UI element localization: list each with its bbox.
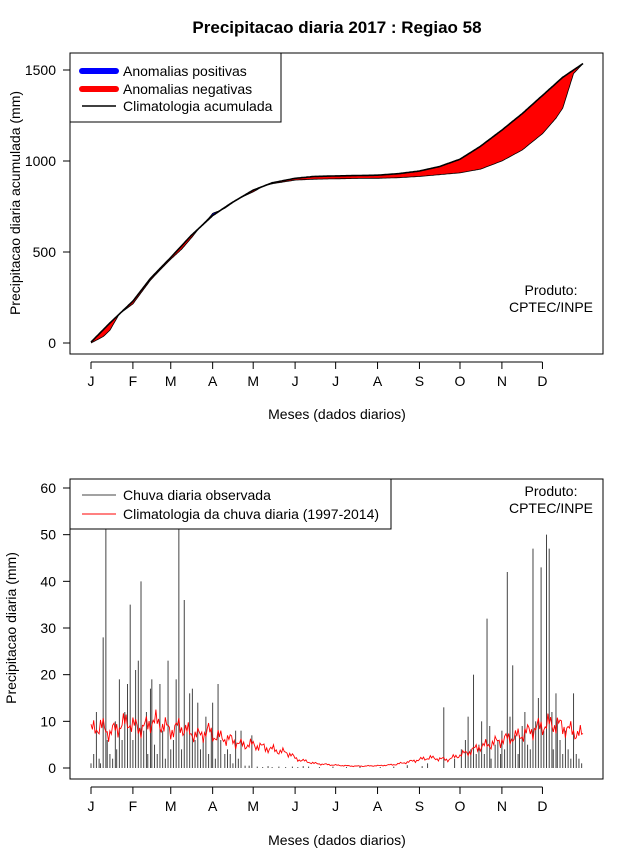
x-tick-label: J [332,373,339,389]
x-tick-label: J [332,798,339,814]
y-tick-label: 60 [40,480,56,496]
daily-panel: 0 10 20 30 40 50 60 J F M A M J J A S O N D Precipitacao … [3,478,604,848]
y-tick-label: 40 [40,573,56,589]
x-tick-label: M [165,373,177,389]
x-tick-label: J [292,373,299,389]
x-tick-label: F [129,373,138,389]
x-tick-label: J [88,798,95,814]
legend-label-negative: Anomalias negativas [123,81,252,97]
x-tick-label: O [455,373,466,389]
x-tick-label: S [415,373,424,389]
legend-label-climatology: Climatologia acumulada [123,98,273,114]
legend-label-observed: Chuva diaria observada [123,487,271,503]
y-axis-label: Precipitacao diaria acumulada (mm) [7,91,23,315]
x-tick-label: J [292,798,299,814]
legend: Anomalias positivas Anomalias negativas … [69,52,282,123]
y-tick-label: 0 [48,335,56,351]
climatology-cumulative-line [90,62,584,343]
product-source: CPTEC/INPE [509,299,593,315]
x-tick-label: O [455,798,466,814]
y-tick-label: 1000 [25,153,56,169]
x-tick-label: N [497,798,507,814]
x-tick-label: A [373,373,383,389]
chart-title: Precipitacao diaria 2017 : Regiao 58 [192,18,481,37]
product-label: Produto: [525,483,578,499]
legend-box [69,478,392,530]
x-tick-label: M [165,798,177,814]
x-tick-label: A [208,798,218,814]
x-tick-label: M [247,373,259,389]
x-tick-label: M [247,798,259,814]
series-lines [90,62,584,344]
climatology-daily-line [90,709,584,768]
legend-label-climatology: Climatologia da chuva diaria (1997-2014) [123,506,379,522]
x-tick-label: S [415,798,424,814]
y-tick-label: 0 [48,760,56,776]
x-tick-label: F [129,798,138,814]
product-source: CPTEC/INPE [509,500,593,516]
x-tick-label: N [497,373,507,389]
x-tick-label: D [537,373,547,389]
product-label: Produto: [525,282,578,298]
y-tick-label: 1500 [25,62,56,78]
y-tick-label: 20 [40,667,56,683]
legend-label-positive: Anomalias positivas [123,63,247,79]
x-tick-label: J [88,373,95,389]
y-axis: 0 500 1000 1500 [25,62,70,351]
y-tick-label: 50 [40,527,56,543]
x-tick-label: D [537,798,547,814]
cumulative-panel: 0 500 1000 1500 J F M A M J J A S O N D Precipitacao d… [7,52,604,422]
legend: Chuva diaria observada Climatologia da c… [69,478,392,530]
x-axis-label: Meses (dados diarios) [268,406,406,422]
y-axis-label: Precipitacao diaria (mm) [3,552,19,704]
x-tick-label: A [208,373,218,389]
x-tick-label: A [373,798,383,814]
observed-cumulative-line [90,63,584,344]
y-tick-label: 500 [33,244,57,260]
y-axis: 0 10 20 30 40 50 60 [40,480,70,776]
x-axis-label: Meses (dados diarios) [268,832,406,848]
climatology-line [90,709,584,768]
y-tick-label: 10 [40,713,56,729]
y-tick-label: 30 [40,620,56,636]
